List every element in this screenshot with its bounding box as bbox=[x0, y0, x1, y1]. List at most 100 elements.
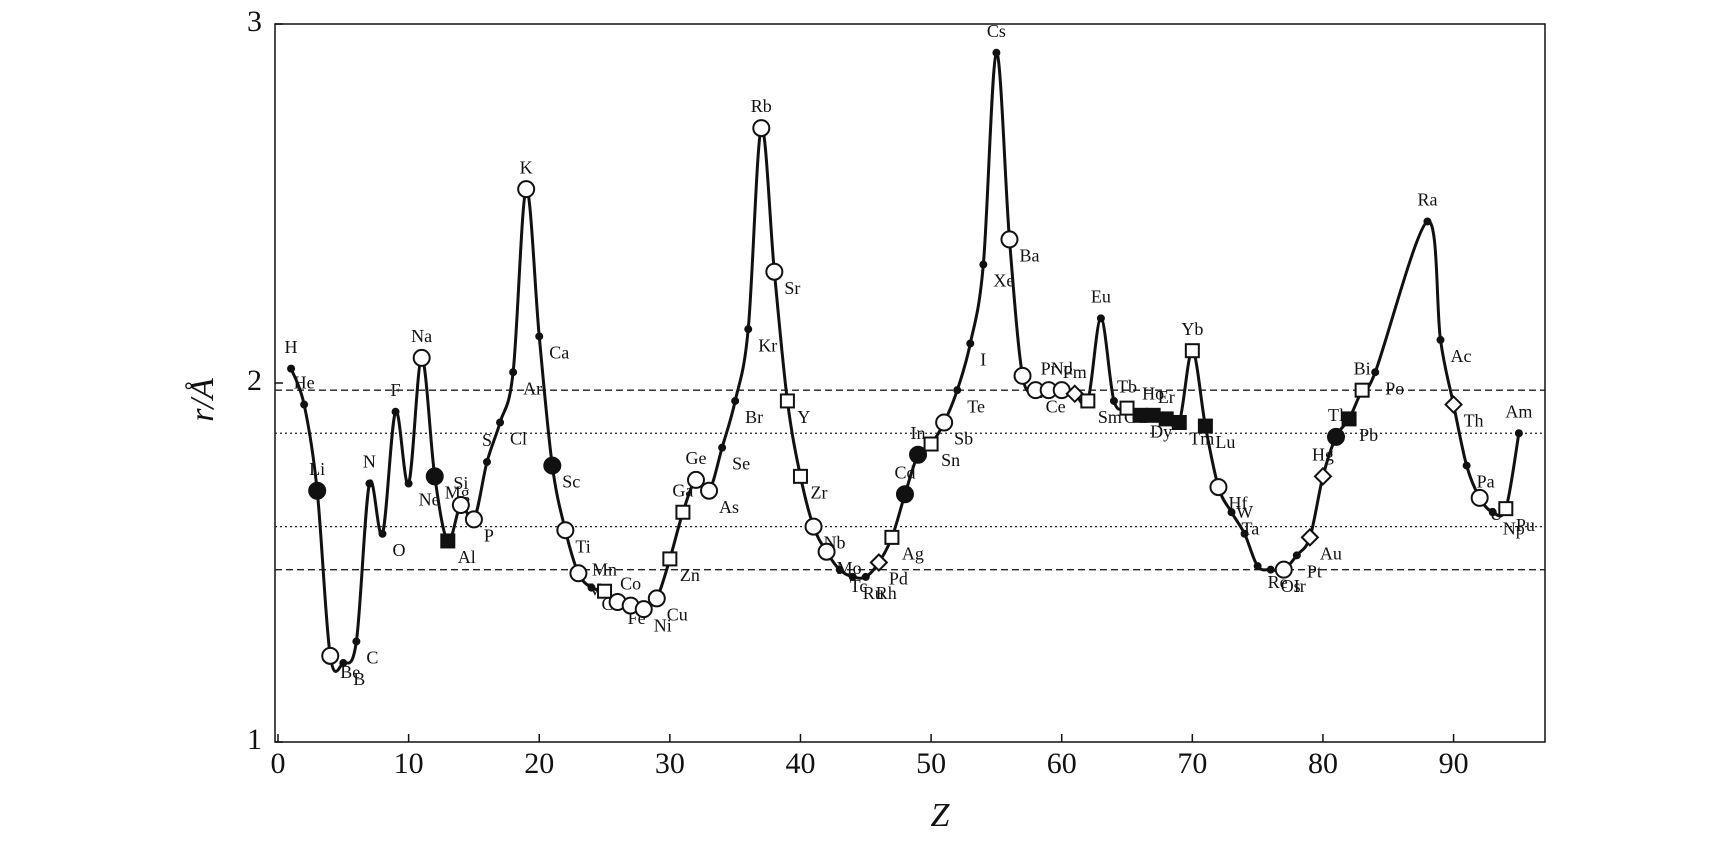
point-label: Pr bbox=[1041, 358, 1057, 378]
point-label: Sb bbox=[954, 429, 973, 449]
point-label: Tm bbox=[1189, 429, 1214, 449]
y-axis-label: r/Å bbox=[184, 378, 221, 422]
point-label: Er bbox=[1158, 387, 1175, 407]
marker bbox=[1145, 407, 1161, 423]
marker bbox=[848, 572, 857, 581]
marker bbox=[287, 364, 296, 373]
marker bbox=[1096, 314, 1105, 323]
marker bbox=[425, 467, 444, 486]
marker bbox=[300, 400, 309, 409]
marker bbox=[517, 180, 536, 199]
point-label: Hg bbox=[1312, 444, 1334, 464]
point-label: Tl bbox=[1328, 405, 1344, 425]
point-label: Ir bbox=[1294, 576, 1306, 596]
point-label: I bbox=[980, 350, 986, 370]
point-label: Ni bbox=[654, 615, 672, 635]
point-label: Lu bbox=[1215, 432, 1235, 452]
point-label: P bbox=[484, 526, 494, 546]
marker bbox=[1171, 414, 1187, 430]
marker bbox=[451, 496, 470, 515]
point-label: Po bbox=[1385, 378, 1404, 398]
marker bbox=[482, 457, 491, 466]
point-label: Tb bbox=[1117, 376, 1137, 396]
y-tick-label: 3 bbox=[247, 5, 262, 38]
marker bbox=[979, 260, 988, 269]
marker bbox=[496, 418, 505, 427]
point-label: Yb bbox=[1181, 319, 1203, 339]
point-label: Se bbox=[732, 454, 750, 474]
point-label: Pb bbox=[1359, 425, 1378, 445]
marker bbox=[909, 445, 928, 464]
marker bbox=[662, 551, 678, 567]
marker bbox=[1184, 343, 1200, 359]
point-label: Zn bbox=[680, 565, 700, 585]
point-label: Br bbox=[745, 407, 763, 427]
point-label: Os bbox=[1281, 576, 1301, 596]
point-label: In bbox=[911, 423, 926, 443]
marker bbox=[1371, 368, 1380, 377]
marker bbox=[884, 529, 900, 545]
marker bbox=[1132, 407, 1148, 423]
x-axis-label: Z bbox=[931, 797, 951, 834]
marker bbox=[966, 339, 975, 348]
x-tick-label: 80 bbox=[1308, 747, 1338, 780]
marker bbox=[1444, 395, 1463, 414]
marker bbox=[861, 572, 870, 581]
point-label: Si bbox=[453, 473, 468, 493]
point-label: Tc bbox=[850, 576, 868, 596]
marker bbox=[779, 393, 795, 409]
point-label: H bbox=[285, 337, 298, 357]
marker bbox=[804, 517, 823, 536]
marker bbox=[412, 348, 431, 367]
point-label: Sr bbox=[784, 278, 800, 298]
point-label: Xe bbox=[993, 271, 1014, 291]
point-label: Mn bbox=[592, 559, 617, 579]
marker bbox=[1266, 565, 1275, 574]
x-tick-label: 10 bbox=[394, 747, 424, 780]
point-label: Th bbox=[1464, 411, 1484, 431]
point-label: Pa bbox=[1477, 472, 1495, 492]
x-tick-label: 90 bbox=[1439, 747, 1469, 780]
marker bbox=[1354, 382, 1370, 398]
marker bbox=[1470, 488, 1489, 507]
marker bbox=[752, 119, 771, 138]
marker bbox=[378, 529, 387, 538]
marker bbox=[744, 325, 753, 334]
marker bbox=[1436, 335, 1445, 344]
marker bbox=[1462, 461, 1471, 470]
point-label: Ti bbox=[575, 536, 590, 556]
marker bbox=[1498, 501, 1514, 517]
point-label: As bbox=[719, 497, 739, 517]
point-label: Nd bbox=[1051, 358, 1073, 378]
point-label: Ca bbox=[549, 342, 569, 362]
marker bbox=[700, 481, 719, 500]
marker bbox=[1119, 400, 1135, 416]
point-label: F bbox=[391, 380, 401, 400]
point-label: Na bbox=[411, 326, 432, 346]
marker bbox=[792, 468, 808, 484]
marker bbox=[556, 521, 575, 540]
point-label: Pd bbox=[889, 569, 908, 589]
point-label: O bbox=[392, 540, 405, 560]
marker bbox=[895, 485, 914, 504]
marker bbox=[1300, 527, 1320, 547]
point-label: Au bbox=[1320, 543, 1342, 563]
point-label: Cl bbox=[510, 429, 527, 449]
marker bbox=[686, 470, 705, 489]
x-tick-label: 70 bbox=[1177, 747, 1207, 780]
point-label: Y bbox=[797, 407, 810, 427]
point-label: Ba bbox=[1019, 246, 1039, 266]
marker bbox=[365, 479, 374, 488]
x-tick-label: 40 bbox=[785, 747, 815, 780]
point-label: Hf bbox=[1228, 493, 1247, 513]
marker bbox=[923, 436, 939, 452]
point-label: Ra bbox=[1417, 190, 1437, 210]
point-label: Ge bbox=[685, 448, 706, 468]
marker bbox=[1327, 427, 1346, 446]
point-label: C bbox=[366, 648, 378, 668]
marker bbox=[1240, 529, 1249, 538]
point-label: S bbox=[482, 430, 492, 450]
marker bbox=[1052, 381, 1071, 400]
